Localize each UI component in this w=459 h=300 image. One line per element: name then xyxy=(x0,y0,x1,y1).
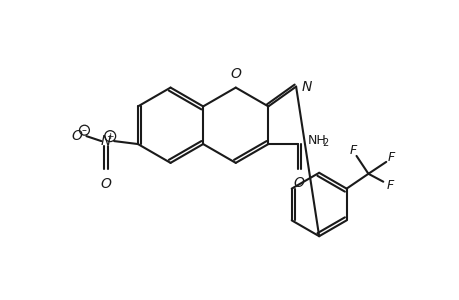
Text: F: F xyxy=(386,179,393,192)
Text: +: + xyxy=(106,132,114,141)
Text: O: O xyxy=(293,176,304,190)
Text: –: – xyxy=(82,125,87,135)
Text: N: N xyxy=(302,80,312,94)
Text: O: O xyxy=(230,67,241,81)
Text: N: N xyxy=(101,134,111,148)
Text: F: F xyxy=(387,152,394,164)
Text: O: O xyxy=(71,129,82,143)
Text: F: F xyxy=(349,143,356,157)
Text: 2: 2 xyxy=(321,138,327,148)
Text: NH: NH xyxy=(308,134,326,147)
Text: O: O xyxy=(101,177,112,191)
